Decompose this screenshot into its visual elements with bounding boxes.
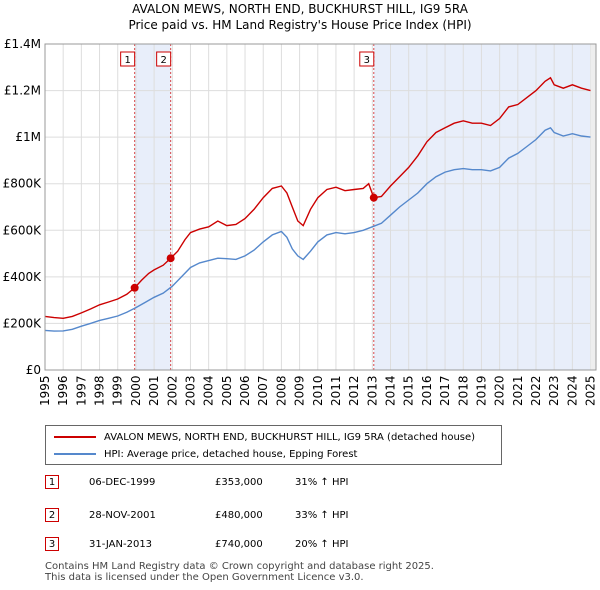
legend-label-property: AVALON MEWS, NORTH END, BUCKHURST HILL, … — [104, 431, 476, 443]
x-tick-label: 2019 — [474, 375, 488, 406]
x-tick-label: 2020 — [493, 375, 507, 406]
x-tick-label: 2016 — [420, 375, 434, 406]
transaction-hpi: 33% ↑ HPI — [295, 509, 349, 521]
sale-label: 3 — [364, 55, 370, 66]
transaction-row: 2 28-NOV-2001 £480,000 33% ↑ HPI — [45, 507, 585, 523]
legend-item-property: AVALON MEWS, NORTH END, BUCKHURST HILL, … — [54, 430, 475, 444]
x-tick-label: 2005 — [220, 375, 234, 406]
x-tick-label: 2021 — [511, 375, 525, 406]
legend-item-hpi: HPI: Average price, detached house, Eppi… — [54, 447, 357, 461]
transaction-price: £740,000 — [215, 538, 263, 550]
chart-subtitle: Price paid vs. HM Land Registry's House … — [128, 18, 472, 32]
x-tick-label: 2006 — [238, 375, 252, 406]
future-hatch — [590, 44, 596, 370]
x-tick-label: 2010 — [311, 375, 325, 406]
x-tick-label: 1996 — [56, 375, 70, 406]
x-tick-label: 1997 — [74, 375, 88, 406]
x-tick-label: 2002 — [165, 375, 179, 406]
sale-label-box — [120, 51, 136, 67]
x-tick-label: 2018 — [456, 375, 470, 406]
x-tick-label: 2011 — [329, 375, 343, 406]
x-tick-label: 2015 — [402, 375, 416, 406]
x-tick-label: 2012 — [347, 375, 361, 406]
y-tick-label: £400K — [3, 270, 43, 284]
x-tick-label: 2017 — [438, 375, 452, 406]
transaction-row: 3 31-JAN-2013 £740,000 20% ↑ HPI — [45, 536, 585, 552]
x-tick-label: 2004 — [202, 375, 216, 406]
legend: AVALON MEWS, NORTH END, BUCKHURST HILL, … — [45, 425, 502, 465]
price-chart: 1 2 3 £0 £200K £400K £600K £800K £1M £1.2M £1.4M 19… — [3, 37, 598, 406]
series-line-property — [44, 76, 591, 320]
x-tick-label: 1995 — [38, 375, 52, 406]
sale-label: 2 — [160, 55, 166, 66]
transaction-price: £353,000 — [215, 476, 263, 488]
x-tick-label: 2007 — [256, 375, 270, 406]
x-tick-label: 1999 — [111, 375, 125, 406]
footer-copyright: Contains HM Land Registry data © Crown c… — [45, 561, 434, 572]
transaction-number: 2 — [45, 508, 59, 522]
x-tick-label: 2008 — [274, 375, 288, 406]
chart-title: AVALON MEWS, NORTH END, BUCKHURST HILL, … — [132, 2, 468, 16]
sale-point — [130, 283, 139, 292]
transaction-hpi: 31% ↑ HPI — [295, 476, 349, 488]
y-tick-label: £1.4M — [4, 37, 41, 51]
transaction-hpi: 20% ↑ HPI — [295, 538, 349, 550]
y-tick-label: £800K — [3, 177, 43, 191]
transaction-number: 1 — [45, 475, 59, 489]
x-tick-label: 2014 — [384, 375, 398, 406]
plot-frame — [44, 43, 597, 371]
sale-point — [369, 193, 378, 202]
y-tick-label: £1.2M — [4, 84, 41, 98]
x-tick-label: 1998 — [93, 375, 107, 406]
transaction-price: £480,000 — [215, 509, 263, 521]
y-tick-label: £0 — [26, 363, 41, 377]
legend-swatch-property — [54, 436, 96, 438]
x-tick-label: 2009 — [293, 375, 307, 406]
footer-licence: This data is licensed under the Open Gov… — [45, 572, 364, 583]
transaction-date: 28-NOV-2001 — [89, 509, 156, 521]
x-tick-label: 2013 — [365, 375, 379, 406]
transaction-row: 1 06-DEC-1999 £353,000 31% ↑ HPI — [45, 474, 585, 490]
x-tick-label: 2003 — [183, 375, 197, 406]
x-tick-label: 2023 — [547, 375, 561, 406]
x-tick-label: 2025 — [584, 375, 598, 406]
sale-label-box — [156, 51, 172, 67]
x-tick-label: 2022 — [529, 375, 543, 406]
transaction-date: 31-JAN-2013 — [89, 538, 153, 550]
x-tick-label: 2024 — [565, 375, 579, 406]
series-line-hpi — [44, 126, 591, 332]
shade-region — [134, 44, 171, 370]
shade-region — [373, 44, 596, 370]
transaction-date: 06-DEC-1999 — [89, 476, 156, 488]
legend-label-hpi: HPI: Average price, detached house, Eppi… — [104, 448, 358, 460]
legend-swatch-hpi — [54, 453, 96, 455]
x-tick-label: 2001 — [147, 375, 161, 406]
y-tick-label: £200K — [3, 316, 43, 330]
transaction-number: 3 — [45, 537, 59, 551]
y-tick-label: £1M — [15, 130, 41, 144]
y-tick-label: £600K — [3, 223, 43, 237]
x-tick-label: 2000 — [129, 375, 143, 406]
sale-label: 1 — [124, 55, 130, 66]
sale-point — [166, 254, 175, 263]
sale-label-box — [359, 51, 375, 67]
